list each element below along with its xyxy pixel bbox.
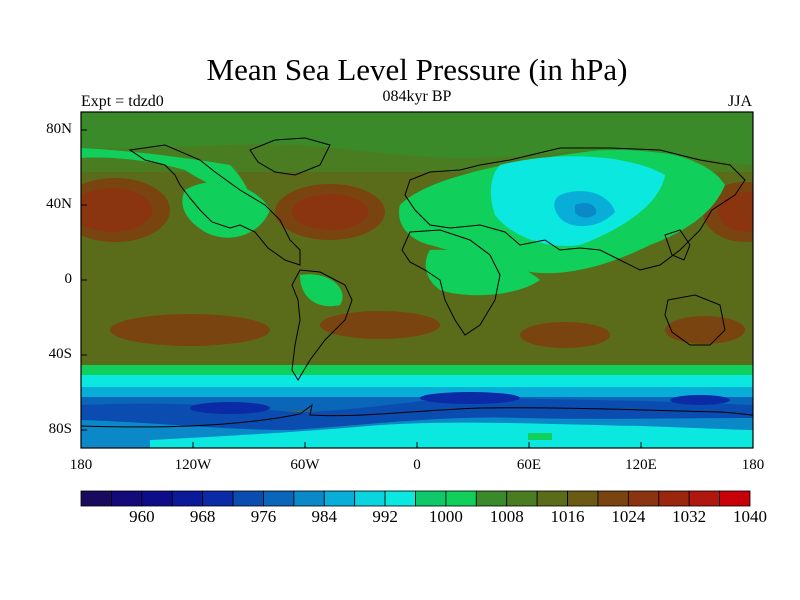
colorbar-swatch (202, 490, 234, 507)
colorbar-swatch (111, 490, 143, 507)
lon-label-120e: 120E (625, 457, 657, 473)
colorbar-swatch (688, 490, 720, 507)
colorbar-swatch (536, 490, 568, 507)
south-pacific-high (110, 314, 270, 346)
antarctic-green-spot (528, 433, 552, 440)
lon-label-180w: 180 (69, 457, 93, 473)
asia-low-center (575, 203, 597, 218)
map-ticks (81, 129, 642, 448)
north-atlantic-green (81, 148, 250, 200)
lat-label-40s: 40S (48, 346, 72, 362)
aus-high (665, 316, 745, 344)
southern-green (81, 365, 753, 375)
arctic-green (81, 112, 753, 165)
colorbar-swatch (323, 490, 356, 507)
colorbar-swatch (384, 490, 416, 507)
colorbar-label: 1016 (550, 507, 585, 526)
colorbar-label: 960 (129, 507, 155, 526)
colorbar-label: 984 (311, 507, 338, 526)
colorbar-swatch (354, 490, 386, 507)
colorbar-label: 1024 (611, 507, 646, 526)
colorbar-swatch (232, 490, 264, 507)
colorbar-swatch (171, 490, 204, 507)
season-label: JJA (727, 93, 752, 110)
colorbar-label: 976 (250, 507, 277, 526)
antarctic-cyan (150, 422, 753, 448)
indian-ocean-high (520, 322, 610, 348)
colorbar-swatch (719, 490, 751, 507)
colorbar-swatch (475, 490, 508, 507)
colorbar-swatch (627, 490, 660, 507)
colorbar-swatch (567, 490, 599, 507)
azores-high-core (292, 194, 368, 230)
pacific-high-core (81, 188, 152, 232)
colorbar-swatch (263, 490, 295, 507)
lat-label-0: 0 (64, 271, 73, 287)
lon-label-120w: 120W (174, 457, 212, 473)
lon-label-180e: 180 (741, 457, 765, 473)
lon-label-60w: 60W (290, 457, 320, 473)
map-subtitle: 084kyr BP (382, 88, 452, 105)
colorbar-label: 1032 (672, 507, 707, 526)
colorbar-label: 1008 (489, 507, 524, 526)
colorbar (80, 490, 751, 507)
southern-teal (81, 387, 753, 397)
colorbar-swatch (415, 490, 447, 507)
africa-low (425, 249, 540, 296)
southern-low-2 (420, 392, 520, 404)
colorbar-label: 968 (189, 507, 216, 526)
colorbar-label: 1000 (428, 507, 463, 526)
coastlines (81, 137, 753, 428)
colorbar-swatch (506, 490, 538, 507)
colorbar-swatch (658, 490, 690, 507)
southern-cyan (81, 375, 753, 387)
colorbar-swatch (445, 490, 477, 507)
lat-label-40n: 40N (46, 196, 72, 212)
lon-label-0: 0 (413, 457, 421, 473)
southern-low-3 (670, 395, 730, 405)
south-atlantic-high (320, 311, 440, 339)
south-america-low (300, 274, 343, 307)
experiment-label: Expt = tdzd0 (81, 93, 164, 110)
southern-low-1 (190, 402, 270, 414)
map-title: Mean Sea Level Pressure (in hPa) (206, 52, 628, 87)
lat-label-80n: 80N (46, 121, 72, 137)
lon-label-60e: 60E (516, 457, 542, 473)
lat-label-80s: 80S (48, 421, 72, 437)
colorbar-label: 992 (372, 507, 398, 526)
colorbar-swatch (80, 490, 112, 507)
colorbar-swatch (141, 490, 173, 507)
colorbar-label: 1040 (733, 507, 767, 526)
colorbar-swatch (597, 490, 629, 507)
colorbar-swatch (293, 490, 325, 507)
pressure-map (81, 112, 753, 448)
westpac-high-core (718, 192, 753, 232)
